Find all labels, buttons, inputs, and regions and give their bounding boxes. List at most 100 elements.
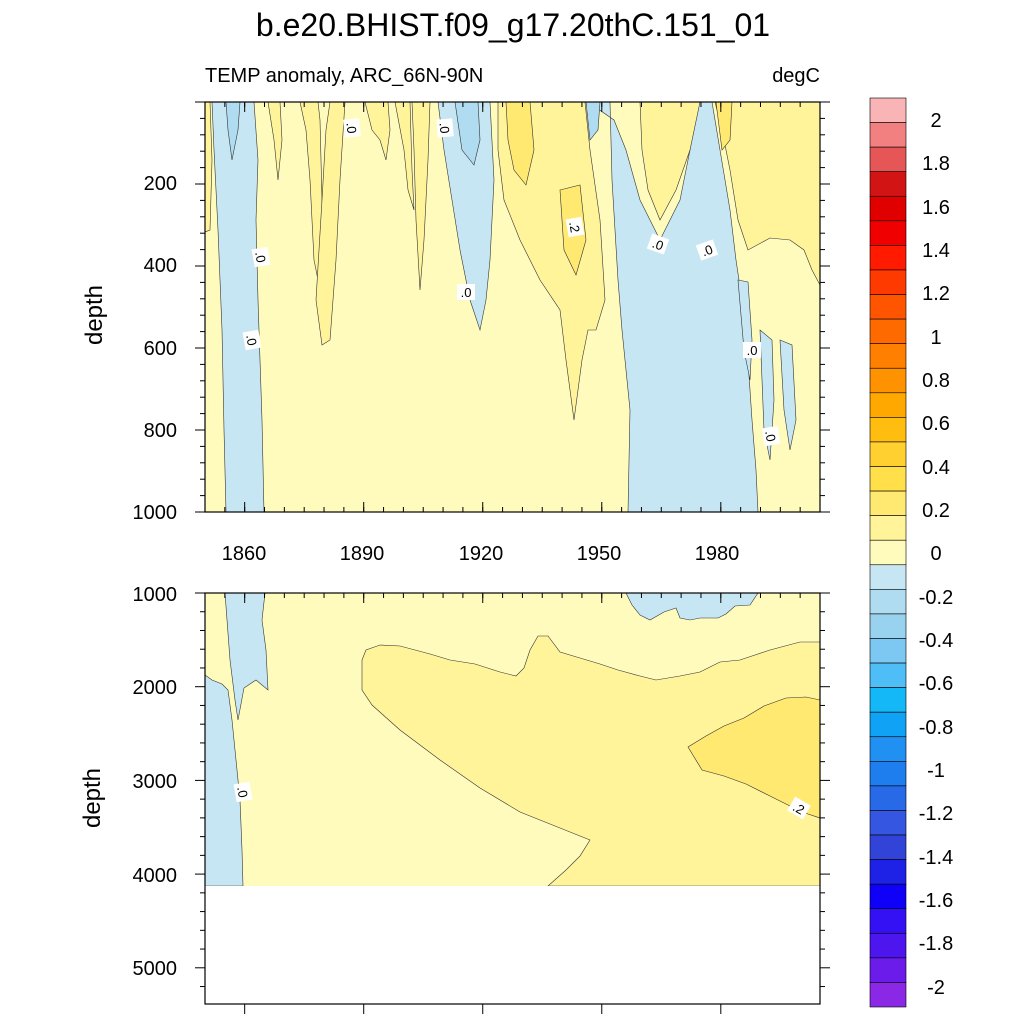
colorbar-label: -0.2: [919, 587, 953, 609]
contour-label: .2: [565, 216, 585, 238]
contour-label: .0: [233, 781, 253, 803]
top-negative-region: [205, 102, 265, 512]
colorbar-swatch: [869, 785, 907, 811]
top-positive-region: [205, 102, 213, 233]
colorbar-label: -1.8: [919, 933, 953, 955]
bottom-missing-region: [205, 886, 820, 1004]
bottom-negative-region: [205, 593, 244, 886]
colorbar-label: -0.4: [919, 630, 953, 652]
top-positive-region: [267, 102, 283, 181]
colorbar-swatch: [869, 318, 907, 344]
bottom-negative-region: [224, 593, 269, 721]
top-y-tick-label: 400: [144, 255, 177, 277]
chart-title: b.e20.BHIST.f09_g17.20thC.151_01: [256, 7, 770, 43]
colorbar-swatch: [869, 957, 907, 983]
bottom-y-axis-label: depth: [79, 768, 106, 828]
colorbar-label: 0.6: [922, 413, 950, 435]
colorbar-swatch: [869, 613, 907, 639]
top-x-tick-labels: 1860 1890 1920 1950 1980: [222, 543, 740, 565]
contour-label: .0: [761, 425, 781, 447]
top-positive-region: [364, 102, 391, 161]
colorbar-label: 1.8: [922, 153, 950, 175]
contour-label: .2: [787, 796, 811, 820]
colorbar-swatch: [869, 97, 907, 123]
svg-text:.0: .0: [344, 122, 360, 134]
colorbar-swatch: [869, 564, 907, 590]
colorbar-swatch: [869, 711, 907, 738]
contour-label: .0: [695, 239, 719, 261]
svg-text:.0: .0: [650, 236, 665, 254]
colorbar-label: -1.2: [919, 803, 953, 825]
top-y-tick-labels: 200 400 600 800 1000: [133, 173, 178, 524]
svg-text:.0: .0: [700, 242, 715, 260]
bottom-y-tick-label: 5000: [133, 958, 178, 980]
colorbar-swatch: [869, 539, 907, 566]
colorbar-label: -0.8: [919, 717, 953, 739]
colorbar-label: -1.6: [919, 890, 953, 912]
top-negative-region: [779, 339, 797, 451]
colorbar-swatch: [869, 417, 907, 443]
top-y-tick-label: 800: [144, 420, 177, 442]
top-positive-region: [394, 102, 415, 211]
colorbar-label: -0.6: [919, 673, 953, 695]
bottom-y-tick-label: 1000: [133, 584, 178, 606]
bottom-positive-region-strong: [687, 696, 820, 819]
svg-text:.0: .0: [461, 285, 472, 300]
colorbar-swatch: [869, 367, 907, 394]
colorbar-swatch: [869, 466, 907, 492]
svg-text:.0: .0: [762, 429, 779, 442]
top-x-tick-label: 1890: [340, 543, 385, 565]
top-positive-region: [411, 102, 431, 291]
contour-label: .0: [242, 329, 262, 351]
svg-text:.0: .0: [234, 785, 251, 798]
colorbar-swatches: [869, 97, 907, 1008]
top-contour-labels: .0 .0 .0 .0 .0 .0 .2 .0 .0 .0: [242, 118, 781, 447]
colorbar-swatch: [869, 171, 907, 197]
colorbar-label: -1: [927, 760, 945, 782]
colorbar-labels: 2 1.8 1.6 1.4 1.2 1 0.8 0.6 0.4 0.2 0 -0…: [919, 110, 953, 999]
colorbar-swatch: [869, 589, 907, 615]
colorbar-label: 1.6: [922, 197, 950, 219]
top-positive-region: [639, 102, 701, 221]
svg-text:.0: .0: [243, 333, 260, 346]
bottom-axis-ticks: [195, 592, 830, 1014]
colorbar-swatch: [869, 146, 907, 173]
top-axis-ticks: [195, 101, 830, 513]
colorbar-swatch: [869, 269, 907, 295]
colorbar-swatch: [869, 761, 907, 787]
colorbar-swatch: [869, 932, 907, 959]
colorbar-label: 1.4: [922, 240, 950, 262]
colorbar-swatch: [869, 294, 907, 320]
top-y-axis-label: depth: [81, 285, 108, 345]
bottom-panel: 1000 2000 3000 4000 5000 depth .0 .2: [79, 584, 830, 1014]
chart-subtitle-left: TEMP anomaly, ARC_66N-90N: [205, 65, 483, 87]
contour-label: .0: [251, 246, 271, 268]
top-negative-region: [585, 102, 601, 141]
top-y-tick-label: 1000: [133, 502, 178, 524]
colorbar-swatch: [869, 662, 907, 688]
bottom-y-tick-label: 3000: [133, 771, 178, 793]
contour-label: .0: [743, 342, 761, 358]
top-x-tick-label: 1980: [695, 543, 740, 565]
svg-text:.0: .0: [747, 343, 758, 358]
colorbar-swatch: [869, 982, 907, 1008]
top-positive-region-strong: [715, 102, 733, 151]
top-negative-region: [454, 102, 481, 166]
colorbar-swatch: [869, 441, 907, 467]
top-x-tick-label: 1920: [459, 543, 504, 565]
bottom-y-tick-label: 4000: [133, 865, 178, 887]
colorbar-label: 1.2: [922, 283, 950, 305]
bottom-plot-frame: [204, 592, 821, 1005]
colorbar-label: 2: [930, 110, 941, 132]
top-plot-frame: [204, 101, 821, 513]
colorbar-swatch: [869, 736, 907, 762]
colorbar-label: 0.8: [922, 370, 950, 392]
top-panel: 200 400 600 800 1000 1860 1890 1920 1950…: [81, 101, 830, 565]
colorbar-label: 0.2: [922, 500, 950, 522]
top-negative-region: [437, 102, 495, 332]
contour-label: .0: [436, 118, 454, 138]
colorbar-swatch: [869, 638, 907, 664]
chart-subtitle-right: degC: [772, 65, 820, 87]
colorbar-swatch: [869, 392, 907, 418]
bottom-contour-labels: .0 .2: [233, 781, 811, 820]
